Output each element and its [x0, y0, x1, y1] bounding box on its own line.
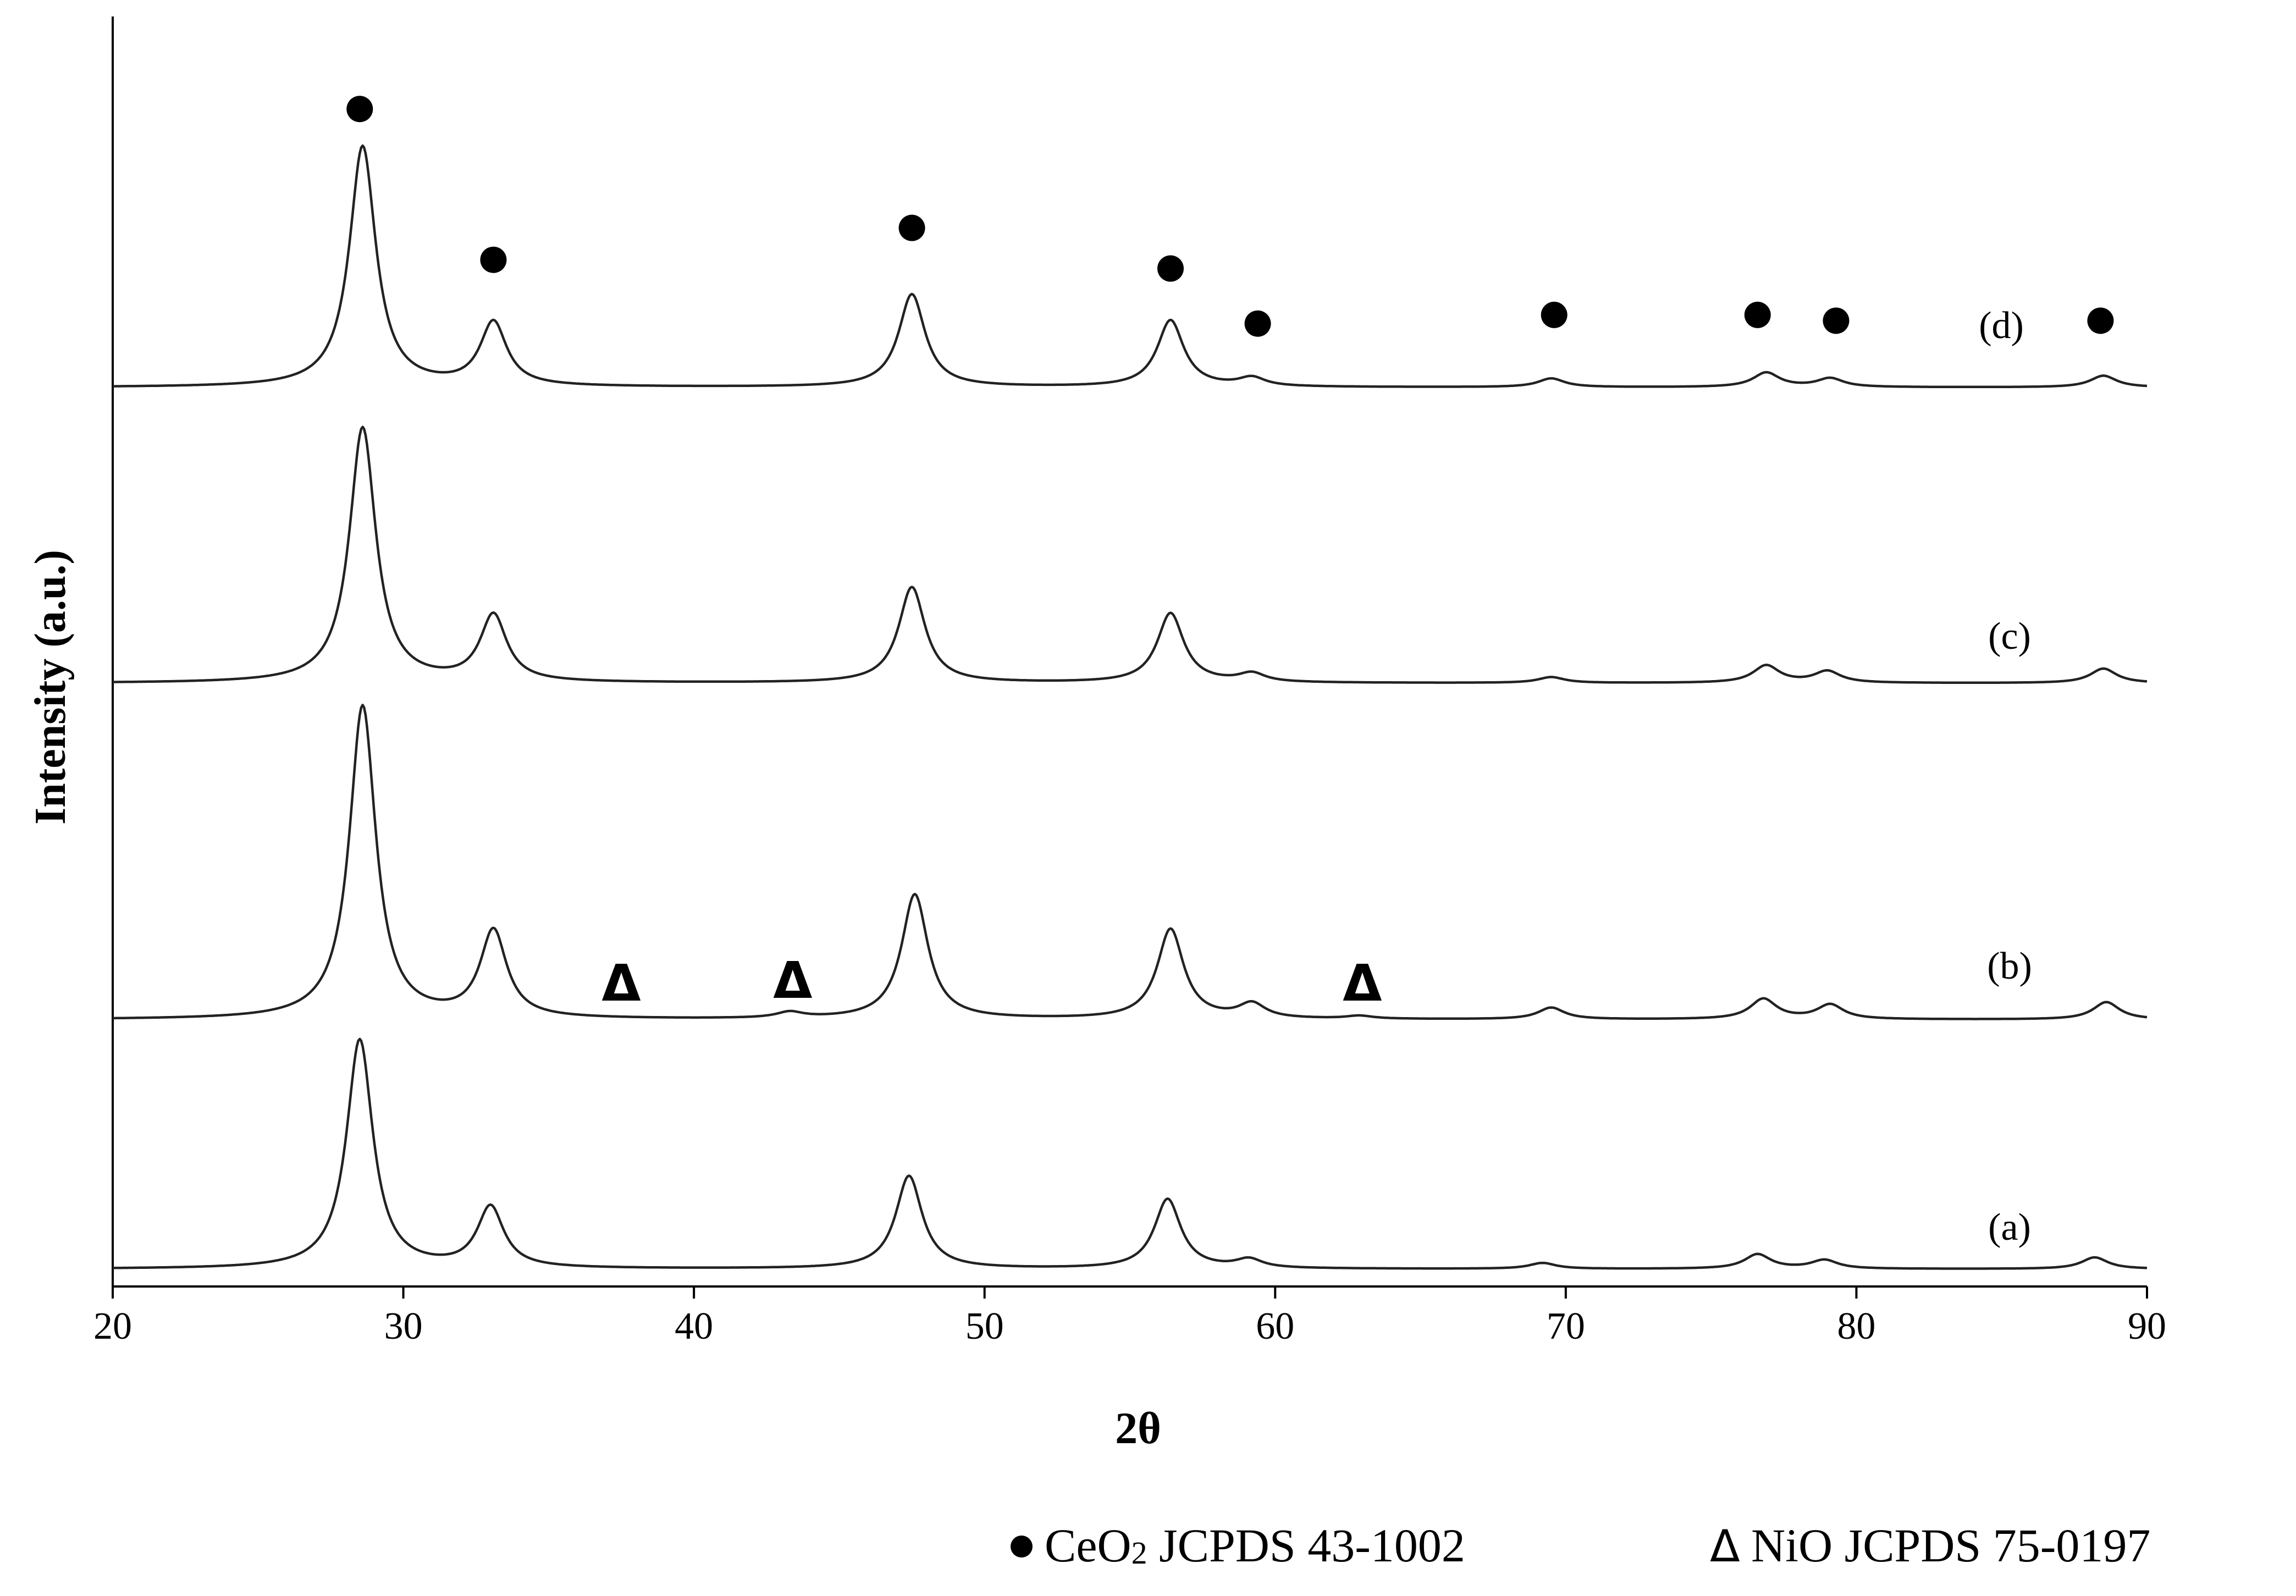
axes-layer: 20 30 40 50 60 70 80 90: [93, 16, 2166, 1348]
legend-nio-label: NiO JCPDS 75-0197: [1751, 1519, 2150, 1572]
ceo2-marker: [1244, 310, 1271, 337]
ceo2-marker: [898, 214, 925, 241]
series-line-d: [113, 144, 2148, 389]
ceo2-marker: [2087, 307, 2114, 334]
x-tick-label: 70: [1547, 1305, 1585, 1348]
series-line-b: [113, 704, 2148, 1020]
legend-ceo2-dot: [1011, 1536, 1033, 1558]
curve-label-d: (d): [1979, 305, 2024, 347]
series-line-a: [113, 1037, 2148, 1270]
curve-label-a: (a): [1988, 1206, 2031, 1249]
ceo2-marker: [1744, 301, 1771, 328]
x-axis-title: 2θ: [1115, 1403, 1161, 1453]
ceo2-marker: [346, 96, 373, 123]
nio-marker: Δ: [773, 951, 812, 1010]
curve-label-c: (c): [1988, 615, 2031, 658]
x-tick-label: 20: [93, 1305, 132, 1348]
ceo2-marker: [480, 246, 507, 273]
legend-nio-symbol: Δ: [1710, 1521, 1740, 1572]
legend-ceo2-label: CeO2 JCPDS 43-1002: [1045, 1519, 1465, 1572]
x-tick-label: 30: [384, 1305, 423, 1348]
nio-marker: Δ: [1343, 954, 1382, 1013]
ceo2-marker: [1157, 255, 1184, 282]
x-tick-label: 60: [1256, 1305, 1294, 1348]
ceo2-marker: [1823, 307, 1850, 334]
x-tick-label: 90: [2128, 1305, 2166, 1348]
ceo2-marker: [1541, 301, 1568, 328]
x-tick-label: 50: [965, 1305, 1004, 1348]
nio-marker: Δ: [601, 954, 641, 1013]
curves-layer: [113, 144, 2148, 1270]
x-tick-label: 80: [1837, 1305, 1875, 1348]
x-tick-label: 40: [675, 1305, 713, 1348]
curve-label-b: (b): [1987, 945, 2032, 987]
series-line-c: [113, 426, 2148, 684]
y-axis-title: Intensity (a.u.): [26, 550, 75, 825]
curve-labels-layer: (a) (b) (c) (d): [1979, 305, 2032, 1249]
legend: CeO2 JCPDS 43-1002 Δ NiO JCPDS 75-0197: [1011, 1519, 2150, 1572]
